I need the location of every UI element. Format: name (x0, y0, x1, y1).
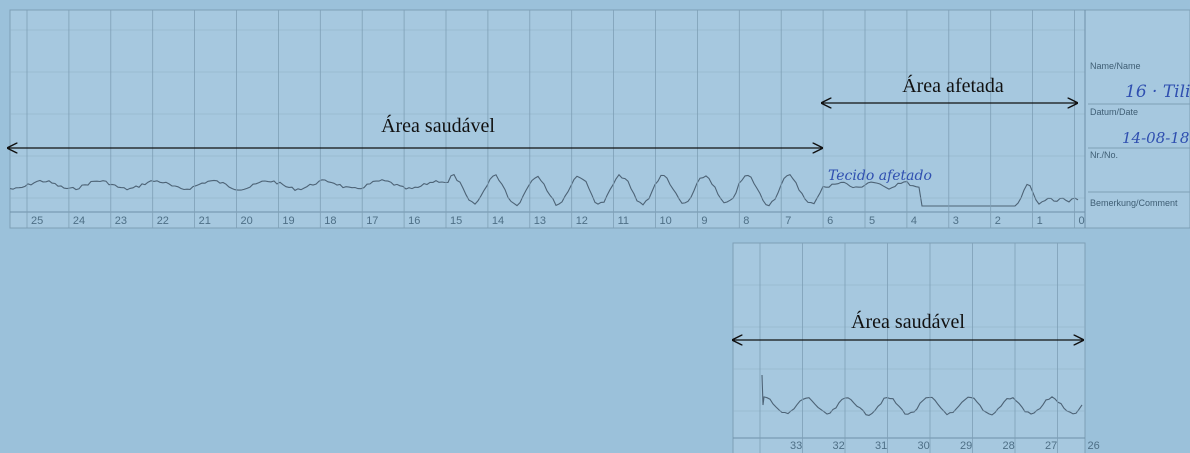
annotation: Área saudável (381, 114, 495, 137)
scale-label: 12 (576, 215, 588, 227)
scale-label: 17 (366, 215, 378, 227)
scale-label: 1 (1037, 215, 1043, 227)
scale-label: 25 (31, 215, 43, 227)
trace (9, 173, 1079, 207)
scale-label: 10 (660, 215, 672, 227)
scale-label: 27 (1045, 440, 1057, 452)
date-label: Datum/Date (1090, 107, 1138, 117)
comment-label: Bemerkung/Comment (1090, 198, 1178, 208)
scale-label: 0 (1079, 215, 1085, 227)
scale-label: 9 (701, 215, 707, 227)
scale-label: 15 (450, 215, 462, 227)
paper (9, 9, 1190, 229)
bottom-strip: 26 27 28 29 30 31 32 33 Área saudável (732, 242, 1100, 453)
scale-label: 30 (918, 440, 930, 452)
scale-label: 4 (911, 215, 917, 227)
scale-label: 31 (875, 440, 887, 452)
paper (732, 242, 1086, 453)
number-label: Nr./No. (1090, 150, 1118, 160)
trace (761, 374, 1083, 416)
scale-label: 16 (408, 215, 420, 227)
scale-label: 6 (827, 215, 833, 227)
scale-label: 29 (960, 440, 972, 452)
scale-label: 28 (1003, 440, 1015, 452)
scale-label: 23 (115, 215, 127, 227)
scale-label: 14 (492, 215, 504, 227)
name-label: Name/Name (1090, 61, 1141, 71)
scale-label: 22 (157, 215, 169, 227)
date-value: 14-08-18 (1122, 129, 1189, 147)
scale-label: 33 (790, 440, 802, 452)
name-value: 16 · Tilia (1125, 82, 1190, 102)
scale-label: 2 (995, 215, 1001, 227)
scale-label: 18 (324, 215, 336, 227)
top-strip: 0123456789101112131415161718192021222324… (8, 9, 1190, 229)
scale-label: 20 (241, 215, 253, 227)
handwritten-note: Tecido afetado (828, 168, 932, 184)
scale-label: 26 (1088, 440, 1100, 452)
annotation: Área saudável (851, 310, 965, 333)
scale-label: 21 (199, 215, 211, 227)
scale-label: 11 (618, 215, 629, 227)
scale-label: 5 (869, 215, 875, 227)
annotation: Área afetada (902, 74, 1004, 97)
scale-label: 13 (534, 215, 546, 227)
scale-label: 3 (953, 215, 959, 227)
scale-label: 24 (73, 215, 85, 227)
scale-label: 7 (785, 215, 791, 227)
scale-label: 8 (743, 215, 749, 227)
scale-label: 19 (282, 215, 294, 227)
scale-label: 32 (833, 440, 845, 452)
